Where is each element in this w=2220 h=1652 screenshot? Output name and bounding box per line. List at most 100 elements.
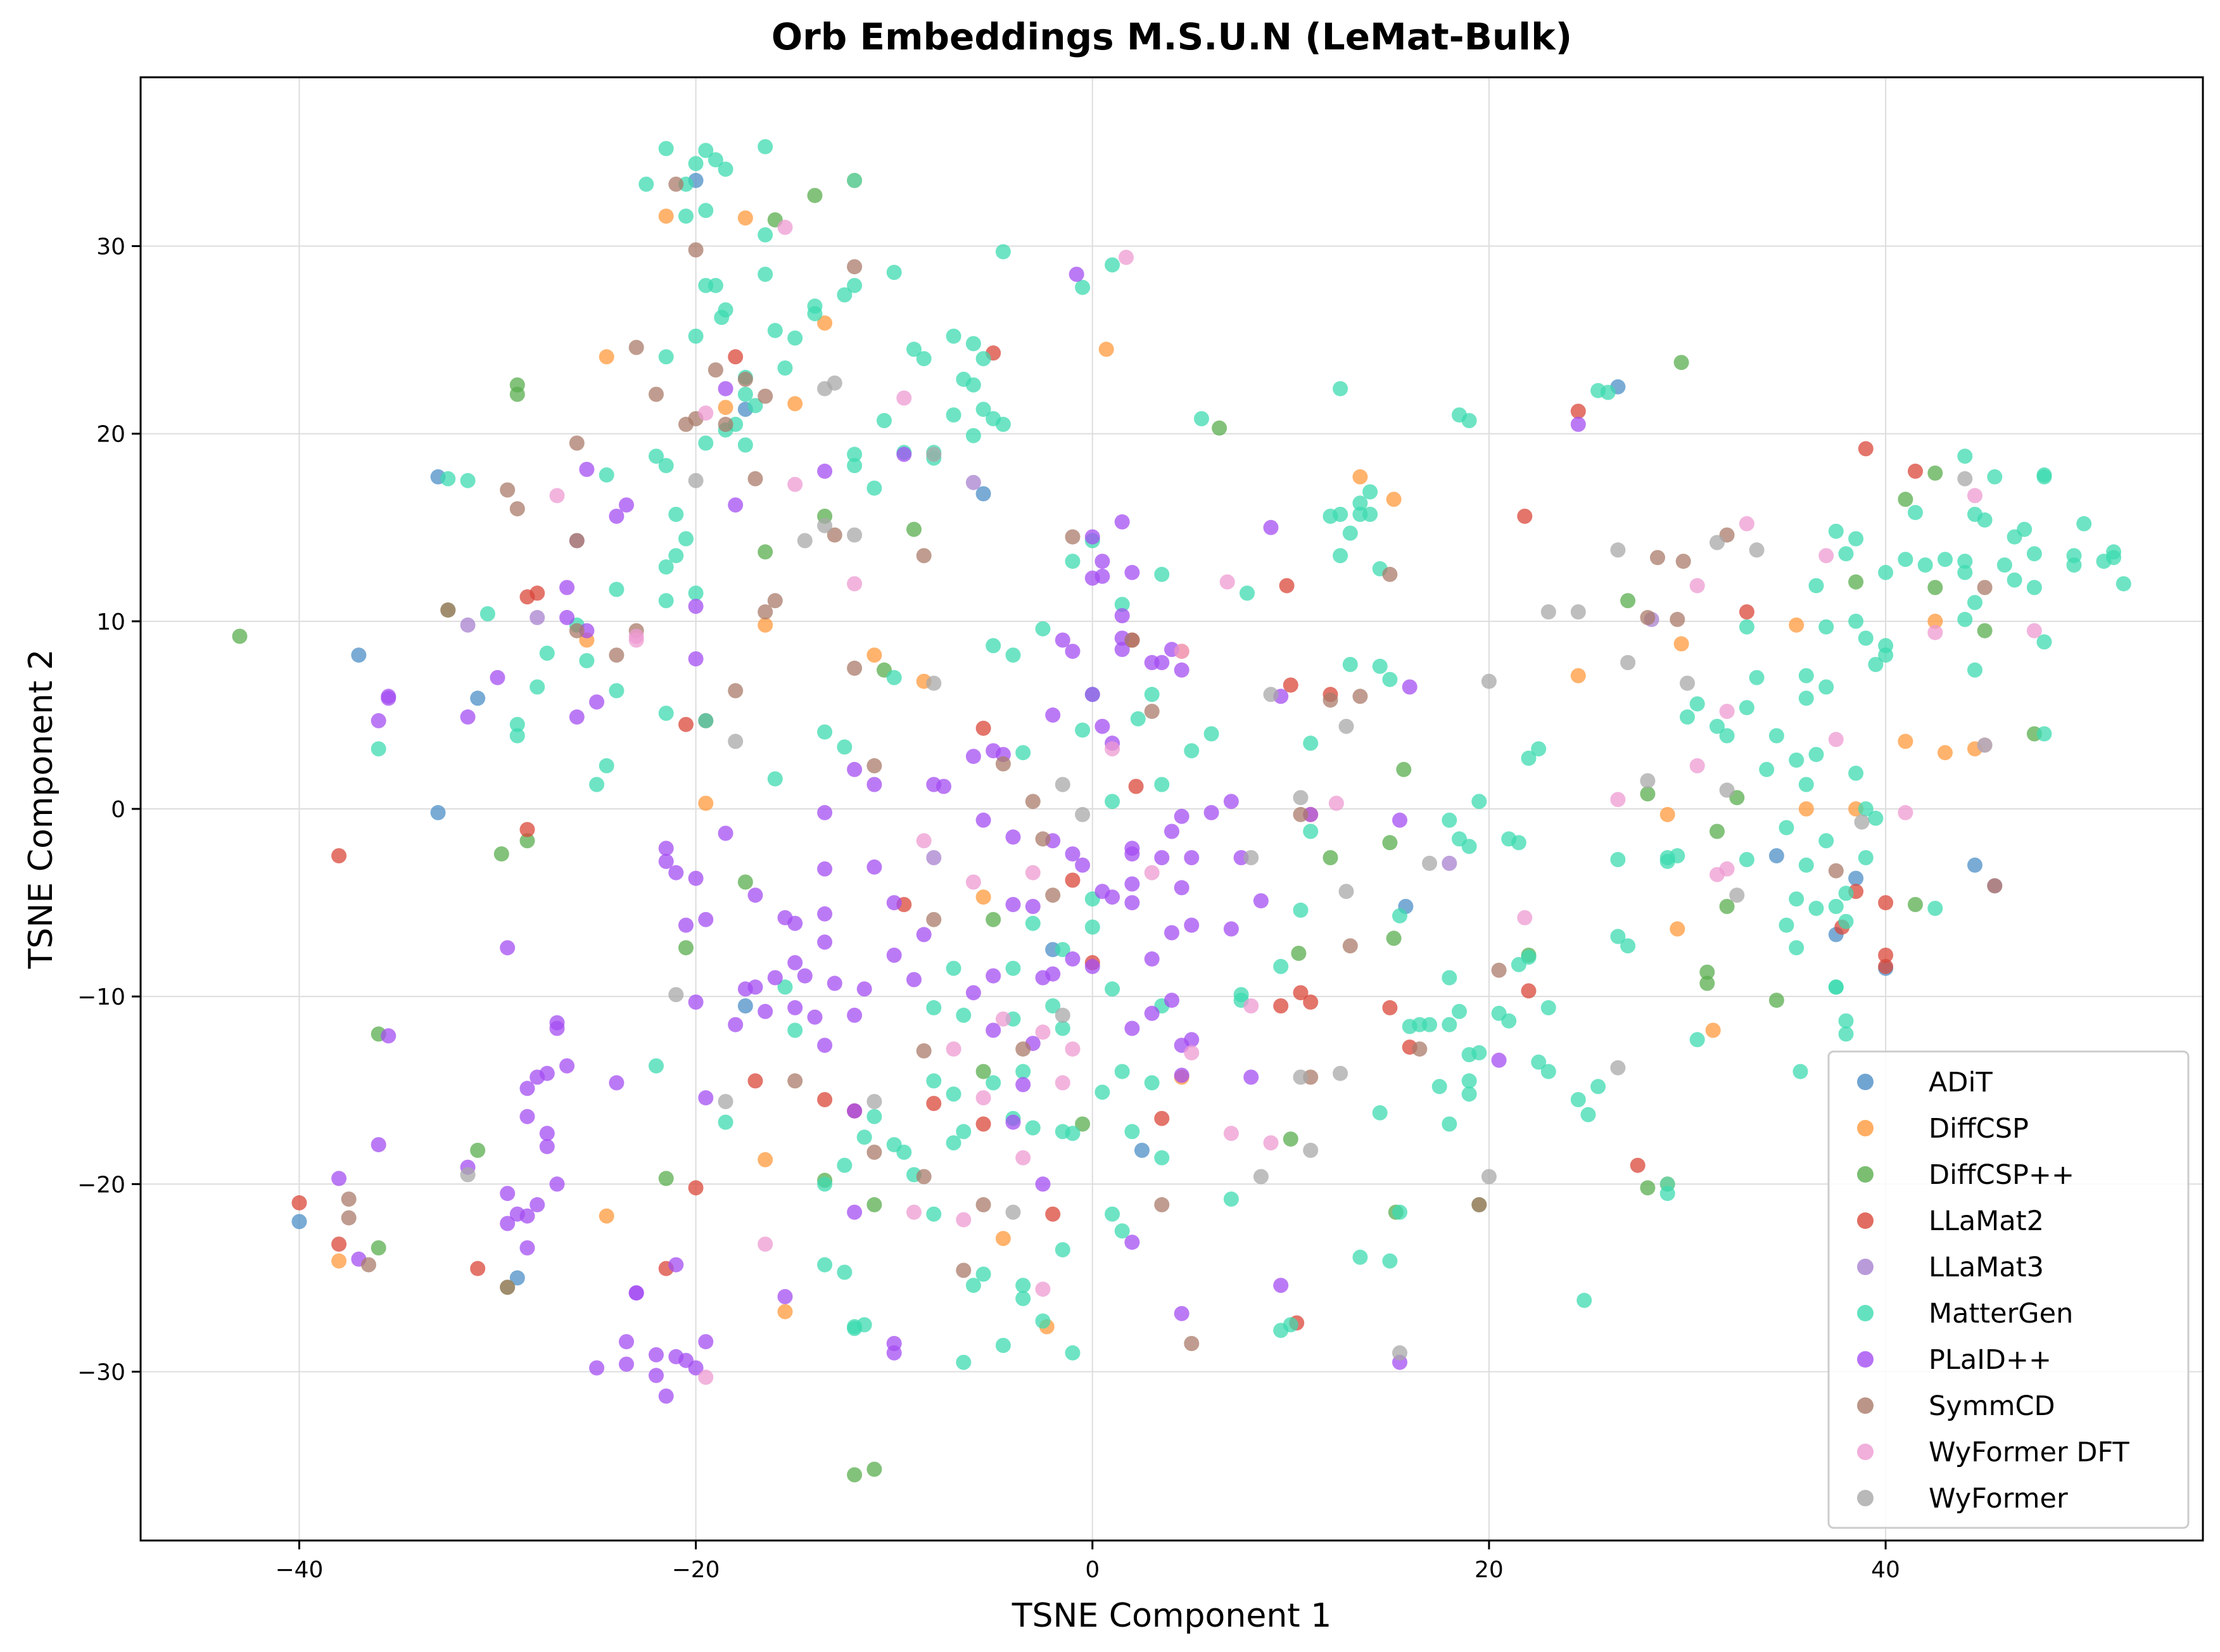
point-plaid- (797, 968, 813, 984)
point-wyformer (1422, 855, 1437, 871)
point-plaid- (1154, 655, 1170, 670)
point-mattergen (658, 593, 674, 609)
point-plaid- (628, 1285, 644, 1301)
y-tick-label: 20 (96, 422, 125, 448)
point-mattergen (1759, 761, 1775, 777)
point-mattergen (579, 653, 595, 668)
point-mattergen (1273, 958, 1289, 974)
point-diffcsp (1098, 341, 1114, 357)
point-mattergen (837, 287, 853, 303)
point-diffcsp- (1898, 492, 1913, 507)
point-mattergen (916, 351, 932, 367)
point-mattergen (965, 428, 981, 443)
point-plaid- (856, 981, 872, 997)
legend-marker (1857, 1490, 1874, 1506)
point-symmcd (866, 1145, 882, 1160)
point-llamat2 (728, 349, 744, 365)
point-mattergen (1303, 735, 1319, 751)
point-mattergen (965, 336, 981, 352)
point-wyformer-dft (896, 390, 912, 406)
point-wyformer-dft (1219, 574, 1235, 590)
point-symmcd (1650, 550, 1665, 566)
point-mattergen (1808, 578, 1824, 594)
point-plaid- (1263, 519, 1279, 535)
point-wyformer (1303, 1143, 1319, 1158)
y-axis-label: TSNE Component 2 (22, 649, 60, 970)
point-mattergen (1015, 1064, 1031, 1079)
point-plaid- (381, 690, 396, 706)
point-symmcd (668, 176, 684, 192)
point-mattergen (956, 1354, 972, 1370)
point-mattergen (777, 979, 793, 995)
point-wyformer-dft (549, 488, 565, 504)
point-plaid- (1144, 1005, 1160, 1021)
point-mattergen (946, 960, 961, 976)
point-diffcsp- (519, 833, 535, 849)
point-wyformer (1481, 1169, 1497, 1185)
point-wyformer-dft (1898, 804, 1913, 820)
point-mattergen (1055, 1124, 1070, 1140)
point-symmcd (649, 386, 664, 402)
point-wyformer (1570, 604, 1586, 620)
point-mattergen (975, 402, 991, 417)
point-mattergen (946, 1086, 961, 1102)
point-wyformer-dft (1055, 1075, 1070, 1091)
point-mattergen (1511, 835, 1526, 851)
point-diffcsp (1938, 745, 1953, 761)
point-plaid- (1392, 812, 1407, 828)
point-diffcsp- (1699, 964, 1715, 980)
point-wyformer-dft (758, 1236, 773, 1252)
legend-marker (1857, 1397, 1874, 1414)
point-symmcd (1670, 611, 1685, 627)
point-diffcsp (995, 1231, 1011, 1247)
point-mattergen (847, 172, 863, 188)
point-plaid- (936, 778, 951, 794)
point-diffcsp (758, 617, 773, 633)
point-wyformer-dft (906, 1204, 922, 1220)
point-mattergen (956, 1007, 972, 1023)
point-adit (509, 1270, 525, 1286)
point-mattergen (995, 244, 1011, 260)
legend-marker (1857, 1166, 1874, 1183)
point-wyformer (1338, 884, 1354, 899)
point-llamat2 (1382, 1000, 1398, 1015)
point-plaid- (728, 1017, 744, 1032)
point-plaid- (1144, 951, 1160, 967)
point-symmcd (827, 527, 842, 543)
point-llamat3 (460, 617, 476, 633)
point-plaid- (1069, 267, 1084, 282)
point-plaid- (1005, 1114, 1021, 1130)
point-plaid- (975, 812, 991, 828)
point-mattergen (1967, 507, 1982, 522)
point-plaid- (817, 906, 833, 922)
point-mattergen (2007, 572, 2022, 588)
point-mattergen (1442, 970, 1457, 986)
point-plaid- (619, 1334, 634, 1350)
legend-entry: LLaMat2 (1929, 1205, 2044, 1237)
point-mattergen (1590, 1079, 1606, 1095)
point-mattergen (926, 1206, 942, 1222)
point-mattergen (2096, 554, 2112, 569)
point-symmcd (737, 371, 753, 387)
point-wyformer-dft (1828, 732, 1844, 747)
point-plaid- (817, 463, 833, 479)
point-plaid- (1184, 917, 1200, 933)
point-diffcsp- (975, 1064, 991, 1079)
point-diffcsp (866, 647, 882, 663)
point-mattergen (1798, 857, 1814, 873)
point-mattergen (1838, 1013, 1854, 1029)
point-diffcsp- (1291, 946, 1307, 961)
point-mattergen (956, 1124, 972, 1140)
point-plaid- (519, 1081, 535, 1096)
point-wyformer (1719, 782, 1735, 798)
x-axis-label: TSNE Component 1 (1012, 1597, 1332, 1635)
point-wyformer (668, 987, 684, 1003)
point-symmcd (569, 533, 585, 549)
point-mattergen (886, 1137, 902, 1153)
point-wyformer (1392, 1345, 1407, 1361)
point-plaid- (1005, 897, 1021, 912)
point-wyformer-dft (956, 1212, 972, 1228)
point-mattergen (1105, 257, 1120, 273)
point-diffcsp- (509, 386, 525, 402)
